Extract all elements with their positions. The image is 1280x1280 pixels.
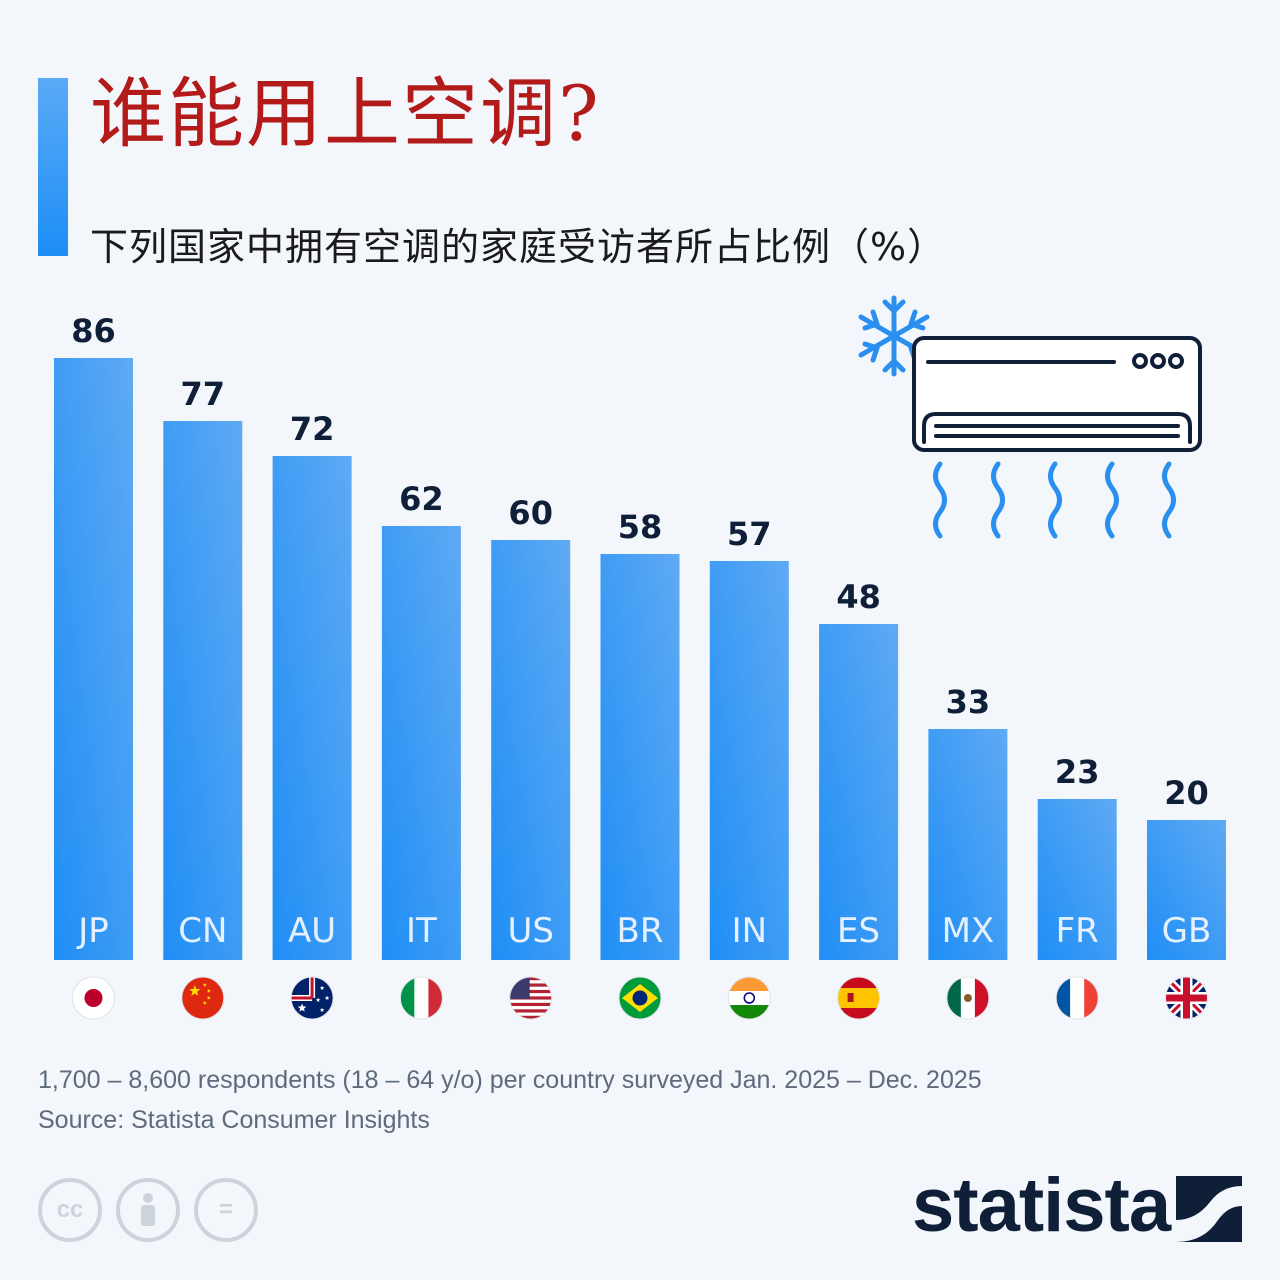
bar-fr[interactable]	[1037, 799, 1117, 960]
flag-brazil-icon	[618, 976, 662, 1020]
category-label-jp: JP	[76, 911, 109, 951]
statista-logo-icon[interactable]	[1176, 1176, 1242, 1242]
source-note: Source: Statista Consumer Insights	[38, 1106, 430, 1134]
license-icons: cc =	[38, 1178, 258, 1242]
category-label-es: ES	[837, 911, 880, 951]
cc-icon[interactable]: cc	[38, 1178, 102, 1242]
category-label-in: IN	[732, 911, 767, 951]
flag-italy-icon	[399, 976, 443, 1020]
flag-uk-icon	[1165, 976, 1208, 1020]
value-label-fr: 23	[1055, 753, 1100, 791]
category-label-mx: MX	[942, 911, 995, 951]
air-conditioner-icon	[858, 295, 1202, 539]
bar-it[interactable]	[381, 526, 461, 960]
bar-in[interactable]	[709, 561, 789, 960]
value-label-it: 62	[399, 480, 444, 518]
survey-note: 1,700 – 8,600 respondents (18 – 64 y/o) …	[38, 1066, 982, 1094]
value-label-gb: 20	[1164, 774, 1209, 812]
value-label-au: 72	[290, 410, 335, 448]
category-label-us: US	[507, 911, 553, 951]
flag-china-icon	[181, 976, 225, 1020]
value-label-es: 48	[836, 578, 881, 616]
no-derivatives-icon[interactable]: =	[194, 1178, 258, 1242]
category-label-br: BR	[617, 911, 664, 951]
value-label-br: 58	[618, 508, 663, 546]
ac-unit	[912, 336, 1202, 452]
chart-title: 谁能用上空调?	[90, 69, 601, 158]
category-label-gb: GB	[1162, 911, 1212, 951]
airflow-waves	[933, 461, 1176, 539]
bar-us[interactable]	[491, 540, 571, 960]
flag-japan-icon	[72, 976, 115, 1020]
bar-cn[interactable]	[163, 421, 243, 960]
bar-gb[interactable]	[1147, 820, 1226, 960]
snowflake-icon	[858, 295, 930, 377]
value-label-jp: 86	[71, 312, 116, 350]
attribution-icon[interactable]	[116, 1178, 180, 1242]
bar-es[interactable]	[819, 624, 899, 960]
value-label-in: 57	[727, 515, 772, 553]
category-label-au: AU	[288, 911, 336, 951]
bar-jp[interactable]	[54, 358, 133, 960]
flag-australia-icon	[290, 976, 334, 1020]
bar-br[interactable]	[600, 554, 680, 960]
flag-spain-icon	[837, 976, 881, 1020]
value-label-mx: 33	[946, 683, 991, 721]
chart-subtitle: 下列国家中拥有空调的家庭受访者所占比例（%）	[90, 225, 947, 269]
bar-mx[interactable]	[928, 729, 1008, 960]
value-label-cn: 77	[181, 375, 226, 413]
value-label-us: 60	[508, 494, 553, 532]
title-accent-bar	[38, 78, 68, 256]
bar-chart: 86 JP 77 CN 72 AU 62 IT 60 US 58 BR 57 IN 48 ES 33 MX 23 FR…	[54, 312, 1226, 1020]
flag-france-icon	[1055, 976, 1099, 1020]
bar-au[interactable]	[272, 456, 352, 960]
category-label-it: IT	[406, 911, 437, 951]
category-label-cn: CN	[178, 911, 227, 951]
statista-logo-text[interactable]: statista	[912, 1163, 1171, 1248]
flag-mexico-icon	[946, 976, 990, 1020]
flag-india-icon	[727, 976, 771, 1020]
flag-usa-icon	[509, 976, 553, 1020]
category-label-fr: FR	[1056, 911, 1099, 951]
